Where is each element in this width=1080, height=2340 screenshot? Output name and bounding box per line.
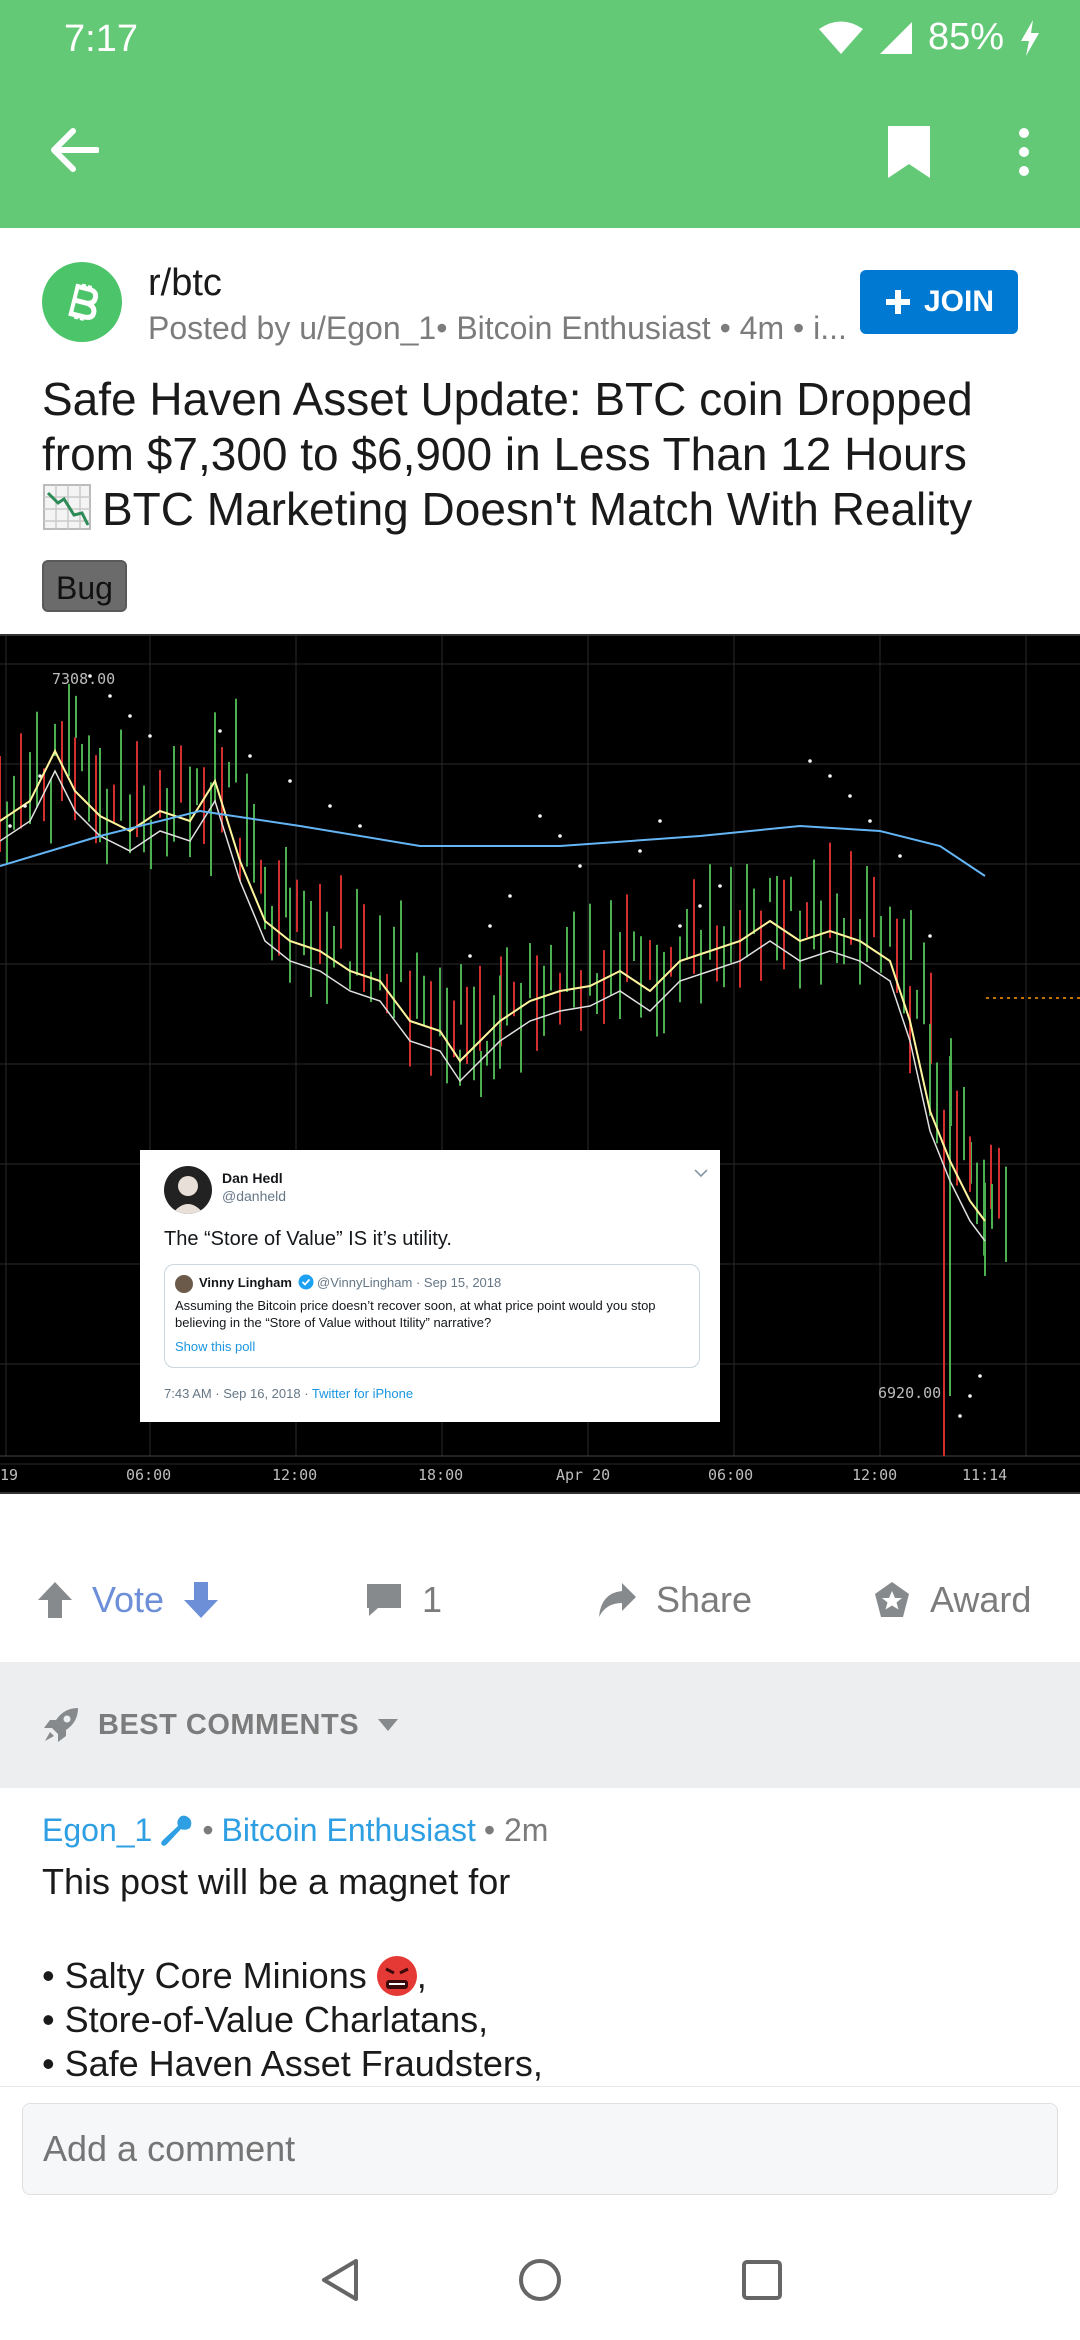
nav-recents-button[interactable] <box>726 2244 798 2316</box>
join-label: JOIN <box>923 285 995 318</box>
charging-icon <box>1021 19 1039 56</box>
chart-decreasing-emoji-icon <box>43 484 91 530</box>
comment-bullet: • Store-of-Value Charlatans, <box>42 1999 489 2040</box>
comment-bullet-end: , <box>416 1955 427 1996</box>
show-poll-link: Show this poll <box>175 1339 256 1354</box>
chart-x-label: 06:00 <box>708 1466 754 1484</box>
square-recents-icon <box>742 2260 782 2300</box>
signal-icon <box>879 21 912 54</box>
award-star-icon <box>875 1582 909 1617</box>
embedded-tweet-image: Dan Hedl @danheld The “Store of Value” I… <box>140 1150 720 1422</box>
post-title: Safe Haven Asset Update: BTC coin Droppe… <box>42 372 1052 537</box>
wrench-icon <box>161 1815 192 1846</box>
comment-bullet: • Safe Haven Asset Fraudsters, <box>42 2043 543 2084</box>
upvote-arrow-icon[interactable] <box>36 1580 74 1620</box>
post-title-line3: BTC Marketing Doesn't Match With Reality <box>102 483 973 535</box>
comment-header: Egon_1 • Bitcoin Enthusiast • 2m <box>42 1812 548 1849</box>
verified-badge-icon <box>298 1274 314 1290</box>
arrow-left-icon <box>51 128 99 172</box>
share-button[interactable]: Share <box>596 1548 752 1652</box>
battery-percent: 85% <box>927 16 1004 58</box>
plus-icon <box>885 290 910 314</box>
bookmark-icon <box>888 126 930 178</box>
caret-down-icon <box>378 1719 399 1731</box>
post-action-bar: Vote 1 Share Award <box>0 1548 1080 1652</box>
system-nav-bar <box>0 2220 1080 2340</box>
chart-x-label: 11:14 <box>962 1466 1008 1484</box>
more-vertical-icon <box>1019 128 1029 176</box>
comment-author-flair: Bitcoin Enthusiast <box>221 1812 476 1848</box>
chart-x-label: 12:00 <box>272 1466 318 1484</box>
tweet-text: The “Store of Value” IS it’s utility. <box>164 1228 452 1250</box>
bookmark-button[interactable] <box>878 120 940 184</box>
bitcoin-logo-icon <box>68 283 99 321</box>
chart-high-label: 7308.00 <box>52 670 116 688</box>
comments-button[interactable]: 1 <box>364 1548 442 1652</box>
more-options-button[interactable] <box>1004 120 1044 184</box>
chart-x-label: 19 <box>0 1466 19 1484</box>
sort-label: BEST COMMENTS <box>98 1708 360 1741</box>
join-button[interactable]: JOIN <box>860 270 1018 334</box>
downvote-arrow-icon[interactable] <box>182 1580 220 1620</box>
rocket-icon <box>44 1708 78 1742</box>
comment-count: 1 <box>422 1579 443 1620</box>
back-button[interactable] <box>42 118 106 182</box>
share-label: Share <box>656 1579 753 1620</box>
chart-x-label: 06:00 <box>126 1466 172 1484</box>
status-icons: 85% <box>818 16 1042 59</box>
tweet-avatar <box>164 1166 212 1214</box>
chart-x-label: 18:00 <box>418 1466 464 1484</box>
circle-home-icon <box>519 2259 561 2301</box>
nav-back-button[interactable] <box>304 2244 376 2316</box>
chart-low-label: 6920.00 <box>878 1384 942 1402</box>
post-flair[interactable]: Bug <box>42 560 127 612</box>
chevron-down-icon <box>694 1169 708 1178</box>
quoted-author-name: Vinny Lingham <box>199 1275 292 1290</box>
triangle-back-icon <box>322 2259 358 2301</box>
add-comment-input[interactable] <box>22 2103 1058 2195</box>
comment-bullet-text: • Salty Core Minions <box>42 1955 377 1996</box>
comment-composer <box>0 2086 1080 2206</box>
vote-group: Vote <box>36 1548 220 1652</box>
angry-face-emoji-icon <box>376 1956 417 1996</box>
vote-label: Vote <box>92 1579 165 1620</box>
wifi-icon <box>818 21 863 54</box>
award-button[interactable]: Award <box>872 1548 1031 1652</box>
post-title-line1: Safe Haven Asset Update: BTC coin Droppe… <box>42 373 973 425</box>
nav-home-button[interactable] <box>504 2244 576 2316</box>
subreddit-name[interactable]: r/btc <box>148 262 222 304</box>
quoted-meta: @VinnyLingham · Sep 15, 2018 <box>317 1275 502 1290</box>
chart-x-label: Apr 20 <box>556 1466 611 1484</box>
subreddit-avatar[interactable] <box>42 262 122 342</box>
posted-by: Posted by u/Egon_1• Bitcoin Enthusiast •… <box>148 310 847 346</box>
tweet-time: 7:43 AM · Sep 16, 2018 · Twitter for iPh… <box>164 1386 413 1401</box>
comment-body: This post will be a magnet for • Salty C… <box>42 1860 1042 2086</box>
quoted-avatar <box>175 1275 193 1293</box>
tweet-timestamp: 7:43 AM · Sep 16, 2018 · <box>164 1386 312 1401</box>
share-arrow-icon <box>599 1583 636 1617</box>
quoted-body: Assuming the Bitcoin price doesn’t recov… <box>175 1298 656 1330</box>
post-title-line2: from $7,300 to $6,900 in Less Than 12 Ho… <box>42 428 967 480</box>
comment-bubble-icon <box>367 1584 401 1616</box>
comment-author[interactable]: Egon_1 <box>42 1812 153 1848</box>
comment-line: This post will be a magnet for <box>42 1861 511 1902</box>
comment-bullet: • Salty Core Minions , <box>42 1954 1042 1998</box>
tweet-author-name: Dan Hedl <box>222 1170 283 1186</box>
tweet-author-handle: @danheld <box>222 1188 287 1204</box>
app-bar: 7:17 85% <box>0 0 1080 228</box>
quoted-tweet: Vinny Lingham @VinnyLingham · Sep 15, 20… <box>164 1264 700 1368</box>
status-time: 7:17 <box>64 18 138 60</box>
comment-age: • 2m <box>483 1812 549 1848</box>
comment-separator: • <box>202 1812 214 1848</box>
award-label: Award <box>930 1579 1032 1620</box>
comment-sort-bar: BEST COMMENTS <box>0 1662 1080 1788</box>
tweet-via: Twitter for iPhone <box>311 1386 414 1401</box>
chart-x-label: 12:00 <box>852 1466 898 1484</box>
sort-dropdown[interactable]: BEST COMMENTS <box>42 1706 399 1744</box>
